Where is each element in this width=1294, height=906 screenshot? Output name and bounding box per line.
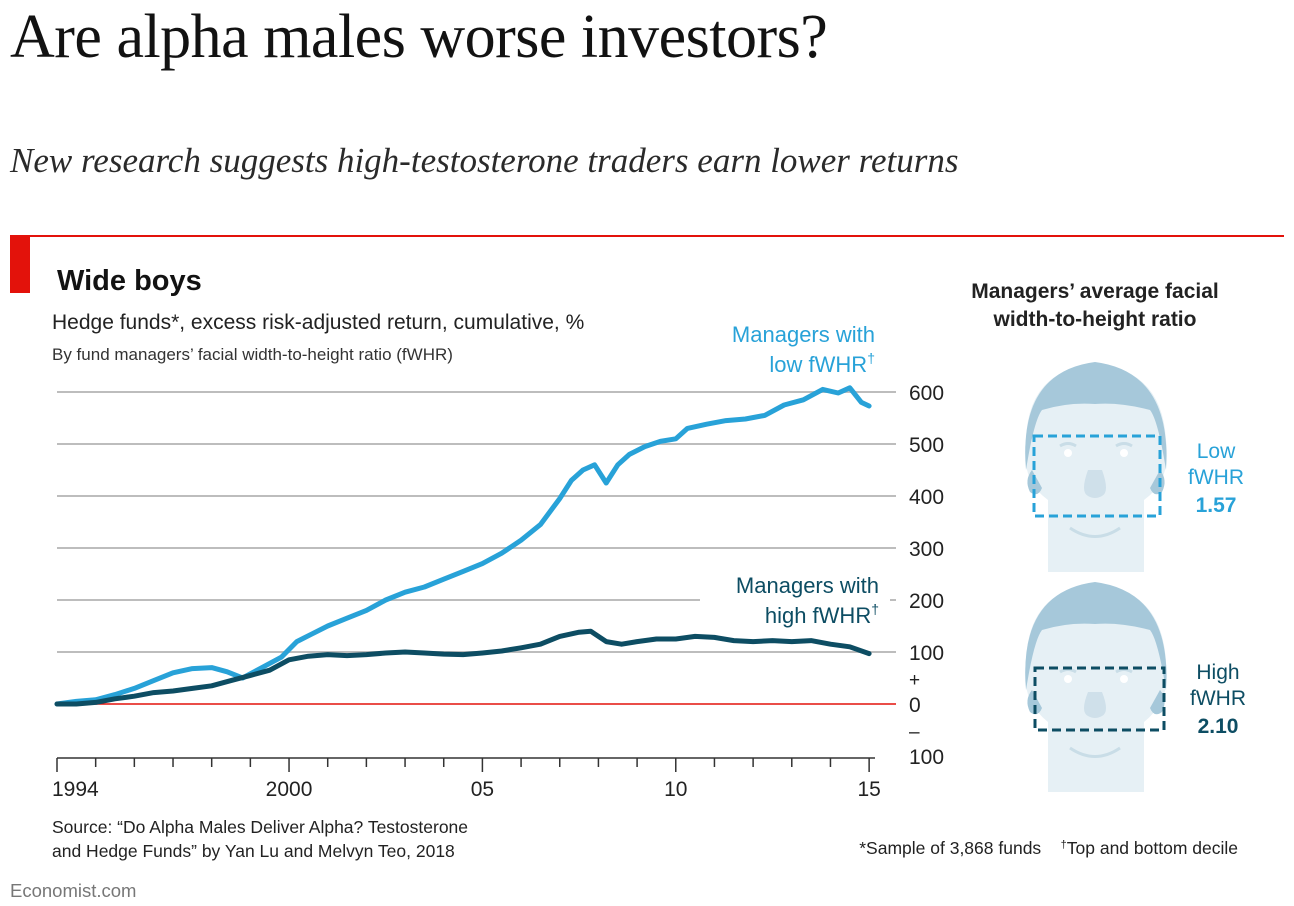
x-tick-label: 15 bbox=[857, 778, 880, 801]
series-label-high-fwhr-line2: high fWHR† bbox=[765, 601, 879, 628]
subheadline: New research suggests high-testosterone … bbox=[10, 141, 959, 180]
series-line-high-fwhr bbox=[54, 628, 872, 707]
gridlines bbox=[57, 318, 896, 705]
x-axis bbox=[56, 757, 875, 772]
faces-title-line2: width-to-height ratio bbox=[993, 308, 1197, 331]
y-tick-label: 600 bbox=[909, 382, 944, 405]
chart-subtitle-secondary: By fund managers’ facial width-to-height… bbox=[52, 345, 453, 364]
chart-labels: 600 500 400 300 200 100 0 100 + – 1994 2000 05 10 15 Ma… bbox=[52, 322, 944, 801]
brand-credit: Economist.com bbox=[10, 880, 137, 901]
x-tick-label: 2000 bbox=[266, 778, 313, 801]
y-tick-label: 100 bbox=[909, 746, 944, 769]
footnote-dagger: Top and bottom decile bbox=[1066, 838, 1238, 858]
y-sign-minus: – bbox=[909, 722, 920, 743]
y-tick-label: 500 bbox=[909, 434, 944, 457]
footnotes: *Sample of 3,868 funds †Top and bottom d… bbox=[859, 838, 1238, 859]
source-line2: and Hedge Funds” by Yan Lu and Melvyn Te… bbox=[52, 841, 455, 861]
headline: Are alpha males worse investors? bbox=[10, 3, 828, 71]
faces-title-line1: Managers’ average facial bbox=[971, 280, 1219, 303]
faces-panel-title: Managers’ average facial width-to-height… bbox=[940, 278, 1250, 334]
red-rule-divider bbox=[10, 235, 1284, 237]
red-tab-marker bbox=[10, 235, 30, 293]
x-tick-label: 10 bbox=[664, 778, 687, 801]
source-note: Source: “Do Alpha Males Deliver Alpha? T… bbox=[52, 815, 612, 863]
chart-title: Wide boys bbox=[57, 265, 202, 297]
footnote-sample: *Sample of 3,868 funds bbox=[859, 838, 1042, 858]
source-line1: Source: “Do Alpha Males Deliver Alpha? T… bbox=[52, 817, 469, 837]
y-tick-label: 300 bbox=[909, 538, 944, 561]
chart-subtitle: Hedge funds*, excess risk-adjusted retur… bbox=[52, 311, 585, 334]
x-tick-label: 1994 bbox=[52, 778, 99, 801]
series-label-high-fwhr-line1: Managers with bbox=[736, 573, 879, 598]
y-tick-label: 100 bbox=[909, 642, 944, 665]
y-sign-plus: + bbox=[909, 670, 920, 691]
y-tick-label: 0 bbox=[909, 694, 921, 717]
series-lines bbox=[54, 385, 872, 707]
y-tick-label: 200 bbox=[909, 590, 944, 613]
y-tick-label: 400 bbox=[909, 486, 944, 509]
footnote-dagger-mark: † bbox=[1060, 839, 1067, 851]
label-backdrop bbox=[715, 318, 890, 384]
series-label-high-fwhr-mark: † bbox=[871, 601, 879, 617]
x-tick-label: 05 bbox=[471, 778, 494, 801]
series-line-low-fwhr bbox=[54, 385, 872, 707]
series-label-low-fwhr-line1: Managers with bbox=[732, 322, 875, 347]
series-label-low-fwhr-mark: † bbox=[867, 350, 875, 366]
series-label-low-fwhr-line2: low fWHR† bbox=[769, 350, 875, 377]
label-backdrop bbox=[700, 580, 890, 630]
